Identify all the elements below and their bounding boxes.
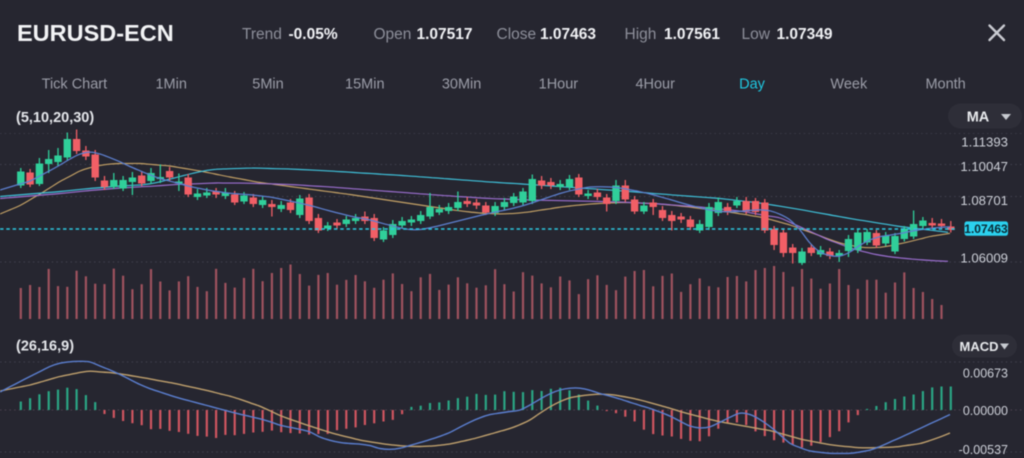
svg-text:-0.05%: -0.05% [289,26,338,43]
svg-text:Week: Week [830,77,868,93]
svg-text:1.07517: 1.07517 [417,26,473,43]
svg-text:MACD: MACD [960,339,999,354]
svg-text:30Min: 30Min [442,77,482,93]
svg-text:Month: Month [925,77,965,93]
svg-text:Day: Day [739,77,766,93]
svg-text:(26,16,9): (26,16,9) [16,339,74,355]
svg-text:Close: Close [497,26,537,43]
svg-text:1.06009: 1.06009 [960,251,1008,266]
svg-text:(5,10,20,30): (5,10,20,30) [16,110,94,126]
svg-text:1Min: 1Min [155,77,186,93]
svg-text:1.07463: 1.07463 [964,222,1008,236]
svg-text:Low: Low [742,26,771,43]
svg-text:4Hour: 4Hour [635,77,675,93]
svg-text:1.08701: 1.08701 [960,193,1008,208]
svg-text:5Min: 5Min [252,77,283,93]
svg-text:1.07349: 1.07349 [777,26,833,43]
svg-text:Open: Open [374,26,412,43]
svg-text:1.07561: 1.07561 [664,26,720,43]
svg-text:0.00673: 0.00673 [963,366,1008,380]
svg-text:High: High [625,26,657,43]
svg-text:Tick Chart: Tick Chart [42,77,108,93]
svg-text:EURUSD-ECN: EURUSD-ECN [17,20,174,46]
svg-text:0.00000: 0.00000 [963,404,1008,418]
svg-text:Trend: Trend [242,26,282,43]
svg-text:15Min: 15Min [345,77,385,93]
svg-text:1.07463: 1.07463 [540,26,596,43]
svg-text:1.10047: 1.10047 [960,159,1008,174]
svg-text:-0.00537: -0.00537 [959,443,1008,457]
svg-text:1.11393: 1.11393 [961,135,1008,150]
svg-text:MA: MA [967,110,990,126]
svg-text:1Hour: 1Hour [539,77,579,93]
